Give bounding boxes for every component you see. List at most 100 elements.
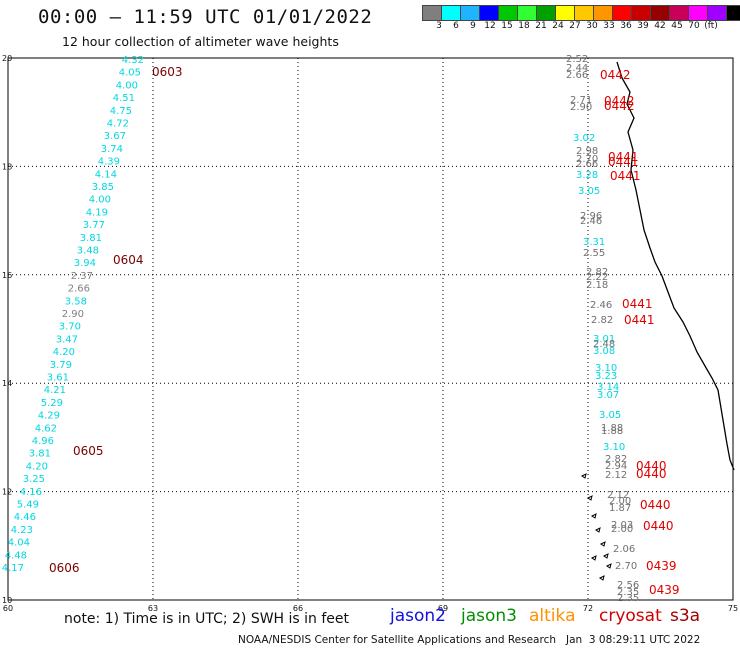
time-label: 0603 (152, 65, 183, 79)
legend-label: 21 (535, 21, 547, 31)
swh-value: 4.19 (86, 207, 108, 218)
legend-label: 18 (518, 21, 530, 31)
legend-label: 12 (484, 21, 496, 31)
swh-value: 2.82 (605, 454, 627, 465)
swh-value: 2.90 (570, 102, 592, 113)
swh-value: 2.82 (586, 267, 608, 278)
time-label: 0442 (600, 68, 631, 82)
swh-value: 4.32 (122, 55, 144, 66)
swh-value: 2.94 (605, 461, 627, 472)
island (603, 553, 609, 559)
swh-value: 3.05 (578, 186, 600, 197)
legend-label: 30 (586, 21, 598, 31)
swh-value: 3.10 (595, 363, 617, 374)
y-tick-label: 18 (2, 162, 12, 171)
island (587, 495, 593, 501)
swh-value: 4.21 (44, 385, 66, 396)
swh-value: 4.05 (119, 68, 141, 79)
swh-value: 4.23 (11, 525, 33, 536)
island (581, 473, 587, 479)
time-label: 0440 (636, 459, 667, 473)
swh-value: 4.00 (116, 80, 138, 91)
legend-label: 6 (453, 21, 459, 31)
legend-label: 33 (603, 21, 615, 31)
axis-ticks: 60 63 66 69 72 75 20 18 16 14 12 10 (2, 54, 738, 613)
swh-value: 4.51 (113, 93, 135, 104)
swh-value: 2.56 (617, 580, 639, 591)
x-tick-label: 75 (728, 604, 738, 613)
swh-value: 2.35 (617, 593, 639, 604)
swh-value: 3.67 (104, 131, 126, 142)
legend-label: (ft) (704, 21, 718, 31)
track-east: 2.522.442.662.712.903.022.982.702.663.28… (566, 54, 680, 604)
swh-value: 3.08 (593, 346, 615, 357)
time-label: 0442 (604, 94, 635, 108)
time-label: 0605 (73, 444, 104, 458)
swh-value: 3.79 (50, 360, 72, 371)
swh-value: 2.00 (611, 524, 633, 535)
x-tick-label: 60 (3, 604, 13, 613)
legend-swatch (726, 5, 740, 21)
swh-value: 2.22 (586, 272, 608, 283)
swh-value: 2.55 (583, 248, 605, 259)
swh-value: 4.75 (110, 106, 132, 117)
time-label: 0441 (624, 313, 655, 327)
swh-value: 2.12 (605, 470, 627, 481)
swh-value: 2.06 (613, 544, 635, 555)
swh-value: 4.48 (5, 550, 27, 561)
island (591, 555, 597, 561)
swh-value: 1.87 (609, 503, 631, 514)
swh-value: 3.74 (101, 144, 123, 155)
swh-value: 4.62 (35, 423, 57, 434)
swh-value: 4.39 (98, 157, 120, 168)
grid-lines (7, 57, 734, 601)
swh-value: 3.05 (599, 410, 621, 421)
legend-label: 27 (569, 21, 581, 31)
swh-value: 1.88 (601, 423, 623, 434)
swh-value: 2.66 (68, 284, 90, 295)
island (599, 575, 605, 581)
time-label: 0441 (608, 150, 639, 164)
swh-value: 1.88 (601, 426, 623, 437)
units-note: note: 1) Time is in UTC; 2) SWH is in fe… (64, 611, 350, 627)
time-label: 0440 (636, 467, 667, 481)
x-tick-label: 72 (583, 604, 593, 613)
island (595, 527, 601, 533)
y-tick-label: 14 (2, 379, 12, 388)
x-tick-label: 69 (438, 604, 448, 613)
y-tick-label: 12 (2, 488, 12, 497)
swh-value: 2.18 (586, 280, 608, 291)
swh-value: 3.31 (583, 237, 605, 248)
y-tick-label: 16 (2, 271, 12, 280)
swh-value: 4.17 (2, 563, 24, 574)
swh-value: 2.71 (570, 95, 592, 106)
satellite-label-altika: altika (529, 606, 576, 626)
color-legend-labels: 3 6 9 12 15 18 21 24 27 30 33 36 39 42 45 70 (ft) (422, 21, 740, 33)
swh-value: 4.29 (38, 411, 60, 422)
swh-value: 3.28 (576, 170, 598, 181)
y-tick-label: 10 (2, 596, 12, 605)
page-title: 00:00 – 11:59 UTC 01/01/2022 (38, 6, 373, 28)
swh-value: 4.46 (14, 512, 36, 523)
coastline (581, 61, 735, 581)
swh-value: 2.70 (615, 561, 637, 572)
swh-value: 4.14 (95, 169, 117, 180)
swh-value: 2.12 (607, 490, 629, 501)
swh-value: 3.23 (595, 371, 617, 382)
legend-label: 39 (637, 21, 649, 31)
swh-value: 5.29 (41, 398, 63, 409)
satellite-label-cryosat: cryosat (599, 606, 662, 626)
swh-value: 4.96 (32, 436, 54, 447)
satellite-label-jason2: jason2 (390, 606, 446, 626)
credit-line: NOAA/NESDIS Center for Satellite Applica… (238, 634, 701, 646)
page-subtitle: 12 hour collection of altimeter wave hei… (62, 34, 339, 49)
swh-value: 3.02 (573, 133, 595, 144)
island (591, 513, 597, 519)
swh-value: 2.46 (580, 216, 602, 227)
satellite-label-jason3: jason3 (461, 606, 517, 626)
legend-label: 36 (620, 21, 632, 31)
swh-value: 3.48 (77, 246, 99, 257)
satellite-label-s3a: s3a (670, 606, 701, 626)
island (606, 563, 612, 569)
swh-value: 3.47 (56, 334, 78, 345)
